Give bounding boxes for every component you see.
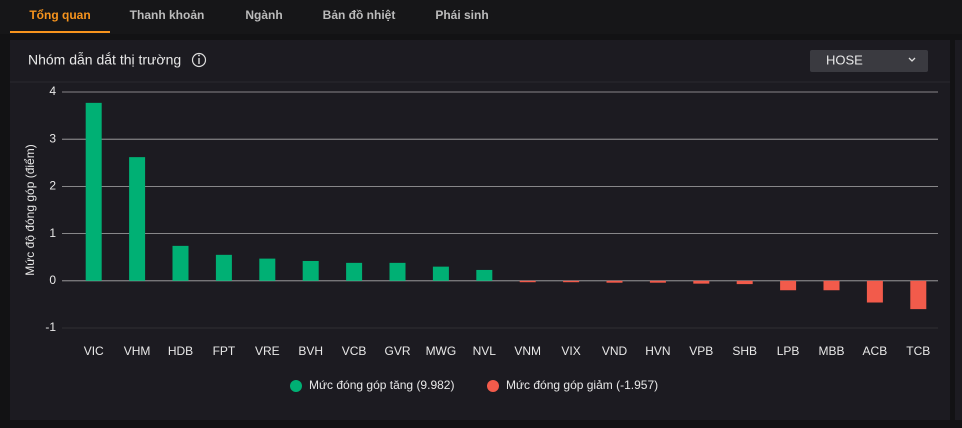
active-tab-underline xyxy=(10,31,110,33)
y-tick-label: 3 xyxy=(49,131,56,145)
legend-marker[interactable] xyxy=(290,380,302,392)
legend-marker[interactable] xyxy=(487,380,499,392)
panel xyxy=(10,40,950,420)
x-tick-label: FPT xyxy=(213,344,236,358)
y-tick-label: 4 xyxy=(49,84,56,98)
x-tick-label: VPB xyxy=(689,344,713,358)
tab[interactable]: Thanh khoản xyxy=(130,8,205,22)
y-tick-label: -1 xyxy=(45,320,56,334)
x-tick-label: BVH xyxy=(298,344,323,358)
bar xyxy=(866,280,883,303)
bar xyxy=(129,157,146,281)
exchange-dropdown[interactable]: HOSE xyxy=(810,50,928,72)
x-tick-label: HVN xyxy=(645,344,670,358)
legend-label[interactable]: Mức đóng góp giảm (-1.957) xyxy=(506,378,658,392)
bar xyxy=(823,280,840,291)
x-tick-label: MWG xyxy=(426,344,457,358)
x-tick-label: SHB xyxy=(732,344,757,358)
x-tick-label: VNM xyxy=(514,344,541,358)
tab-bar xyxy=(0,0,962,34)
y-tick-label: 1 xyxy=(49,226,56,240)
bar xyxy=(432,266,449,281)
bar xyxy=(476,269,493,281)
bar xyxy=(780,280,797,291)
x-tick-label: VIX xyxy=(561,344,580,358)
bar xyxy=(649,280,666,283)
bar xyxy=(172,245,189,281)
x-tick-label: VIC xyxy=(84,344,104,358)
bar xyxy=(302,260,319,281)
bar xyxy=(389,262,406,281)
legend-label[interactable]: Mức đóng góp tăng (9.982) xyxy=(309,378,454,392)
x-tick-label: VRE xyxy=(255,344,280,358)
dropdown-value: HOSE xyxy=(826,52,863,67)
bar xyxy=(346,262,363,281)
x-tick-label: LPB xyxy=(777,344,800,358)
tab[interactable]: Phái sinh xyxy=(435,8,488,22)
x-tick-label: ACB xyxy=(863,344,888,358)
bar xyxy=(519,280,536,283)
tab[interactable]: Ngành xyxy=(245,8,282,22)
x-tick-label: MBB xyxy=(818,344,844,358)
bar xyxy=(693,280,710,284)
bar xyxy=(85,102,102,281)
bar xyxy=(259,258,276,281)
bar xyxy=(736,280,753,285)
x-tick-label: TCB xyxy=(906,344,930,358)
panel-title: Nhóm dẫn dắt thị trường xyxy=(28,52,181,68)
x-tick-label: VHM xyxy=(124,344,151,358)
tab[interactable]: Bản đồ nhiệt xyxy=(323,8,396,22)
x-tick-label: HDB xyxy=(168,344,193,358)
x-tick-label: NVL xyxy=(473,344,497,358)
bar xyxy=(910,280,927,310)
y-tick-label: 2 xyxy=(49,179,56,193)
tab[interactable]: Tổng quan xyxy=(29,8,90,22)
x-tick-label: VCB xyxy=(342,344,367,358)
y-tick-label: 0 xyxy=(49,273,56,287)
bar xyxy=(563,280,580,283)
side-panel xyxy=(955,40,962,420)
bar xyxy=(215,254,232,281)
y-axis-label: Mức độ đóng góp (điểm) xyxy=(23,144,37,275)
x-tick-label: GVR xyxy=(384,344,410,358)
x-tick-label: VND xyxy=(602,344,628,358)
bar xyxy=(606,280,623,283)
info-icon[interactable] xyxy=(191,52,207,68)
